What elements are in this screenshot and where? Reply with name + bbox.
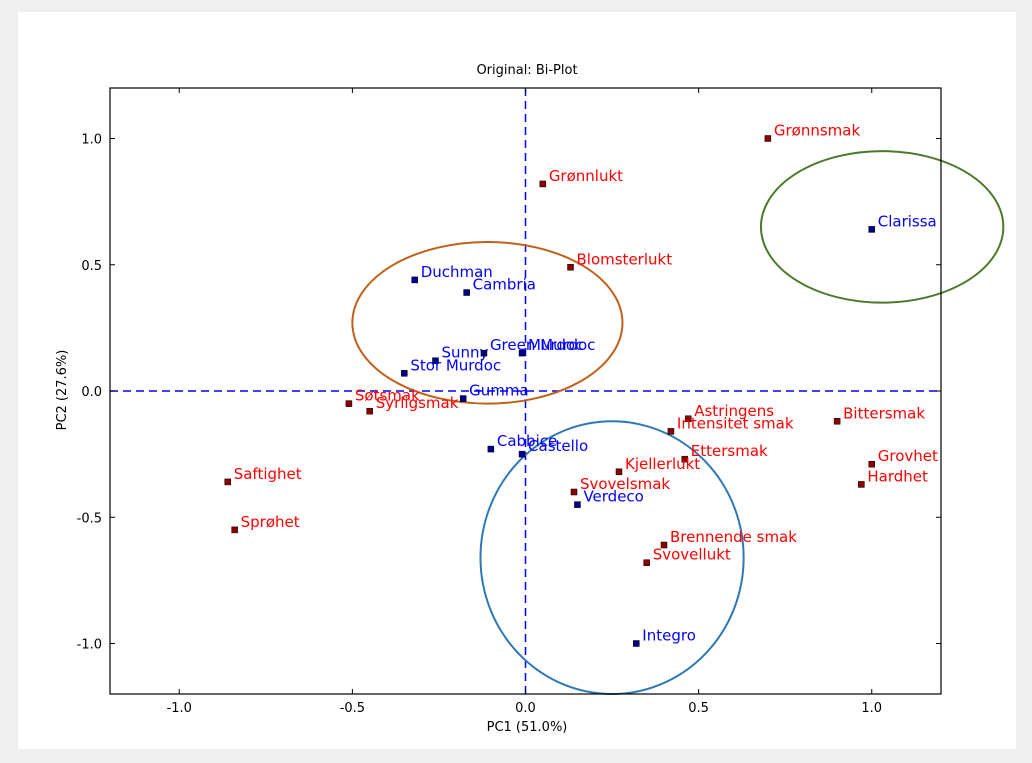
attribute-label-grønnlukt: Grønnlukt [549,167,623,185]
ellipse-green [759,150,1005,304]
sample-label-verdeco: Verdeco [583,488,643,506]
sample-label-stor-murdoc: Stor Murdoc [410,356,501,374]
attribute-label-ettersmak: Ettersmak [691,442,768,460]
sample-label-castello: Castello [528,437,588,455]
attribute-point-grønnsmak [764,135,772,142]
y-tick-label: 0.5 [81,259,102,274]
x-tick-label: 0.5 [688,701,709,716]
attribute-point-søtsmak [345,400,353,407]
attribute-label-sprøhet: Sprøhet [241,513,300,531]
sample-label-clarissa: Clarissa [878,212,937,230]
attribute-point-astringens [684,415,692,423]
y-tick-label: 1.0 [81,133,102,148]
sample-label-cambria: Cambria [473,276,536,294]
attribute-point-grovhet [868,460,875,468]
sample-point-verdeco [574,501,581,508]
x-tick-label: -0.5 [340,701,365,716]
sample-label-cabbice: Cabbice [497,432,557,450]
sample-point-duchman [411,276,418,284]
sample-label-gumma: Gumma [469,382,529,400]
sample-label-integro: Integro [642,627,696,645]
x-tick-label: 1.0 [861,701,882,716]
attribute-point-kjellerlukt [615,468,623,476]
sample-point-clarissa [868,226,875,233]
attribute-label-bittersmak: Bittersmak [843,404,925,422]
sample-point-sunny [432,357,439,364]
attribute-point-intensitet-smak [667,428,675,435]
attribute-label-søtsmak: Søtsmak [355,387,420,405]
attribute-label-blomsterlukt: Blomsterlukt [577,250,673,268]
plot-area: -1.0 -0.5 0.0 0.5 1.0 -1.0 -0.5 0.0 0.5 1.0 Claris… [77,87,1005,716]
y-tick-label: 0.0 [81,385,102,400]
y-tick-label: -1.0 [77,638,102,653]
sample-point-cambria [463,289,470,296]
attribute-point-svovelsmak [570,488,578,496]
ellipse-orange [351,241,624,405]
plot-frame [109,87,942,695]
sample-point-castello [518,450,526,458]
sample-point-stor-murdoc [401,370,408,377]
sample-point-gumma [459,395,467,402]
chart-title: Original: Bi-Plot [476,63,577,78]
x-tick-label: -1.0 [167,701,192,716]
attribute-point-saftighet [224,478,231,486]
attribute-point-hardhet [858,481,865,488]
attribute-label-brennende-smak: Brennende smak [670,528,797,546]
attribute-label-kjellerlukt: Kjellerlukt [625,455,700,473]
attribute-point-syrligsmak [366,407,373,415]
attribute-label-saftighet: Saftighet [234,465,302,483]
attribute-point-svovellukt [643,559,650,566]
attribute-label-intensitet-smak: Intensitet smak [677,414,794,432]
attribute-point-grønnlukt [539,180,547,188]
attribute-label-grønnsmak: Grønnsmak [774,122,861,140]
x-tick-label: 0.0 [515,701,536,716]
attribute-label-svovellukt: Svovellukt [653,546,731,564]
sample-label-sunny: Sunny [441,344,488,362]
sample-point-murdoc [518,349,526,357]
x-axis-label: PC1 (51.0%) [487,720,568,735]
sample-label-murdoc: Murdoc [528,336,583,354]
biplot-chart: Original: Bi-Plot -1.0 -0.5 0.0 0.5 1.0-1.0-… [55,63,1005,735]
attribute-point-blomsterlukt [567,264,574,271]
sample-label-green-murdoc: Green Murdoc [490,336,596,354]
attribute-label-grovhet: Grovhet [878,447,938,465]
sample-point-green-murdoc [480,349,488,357]
y-tick-label: -0.5 [77,511,102,526]
figure: Original: Bi-Plot -1.0 -0.5 0.0 0.5 1.0 -1.0-… [18,12,1016,749]
attribute-point-brennende-smak [660,541,668,549]
sample-point-cabbice [487,445,495,453]
attribute-label-svovelsmak: Svovelsmak [580,475,670,493]
attribute-point-bittersmak [833,418,841,425]
sample-point-integro [633,640,640,647]
attribute-label-astringens: Astringens [694,402,774,420]
attribute-label-hardhet: Hardhet [867,467,928,485]
attribute-label-syrligsmak: Syrligsmak [376,394,459,412]
sample-label-duchman: Duchman [421,263,493,281]
attribute-point-ettersmak [681,455,689,463]
attribute-point-sprøhet [231,526,238,534]
y-axis-label: PC2 (27.6%) [55,350,70,431]
